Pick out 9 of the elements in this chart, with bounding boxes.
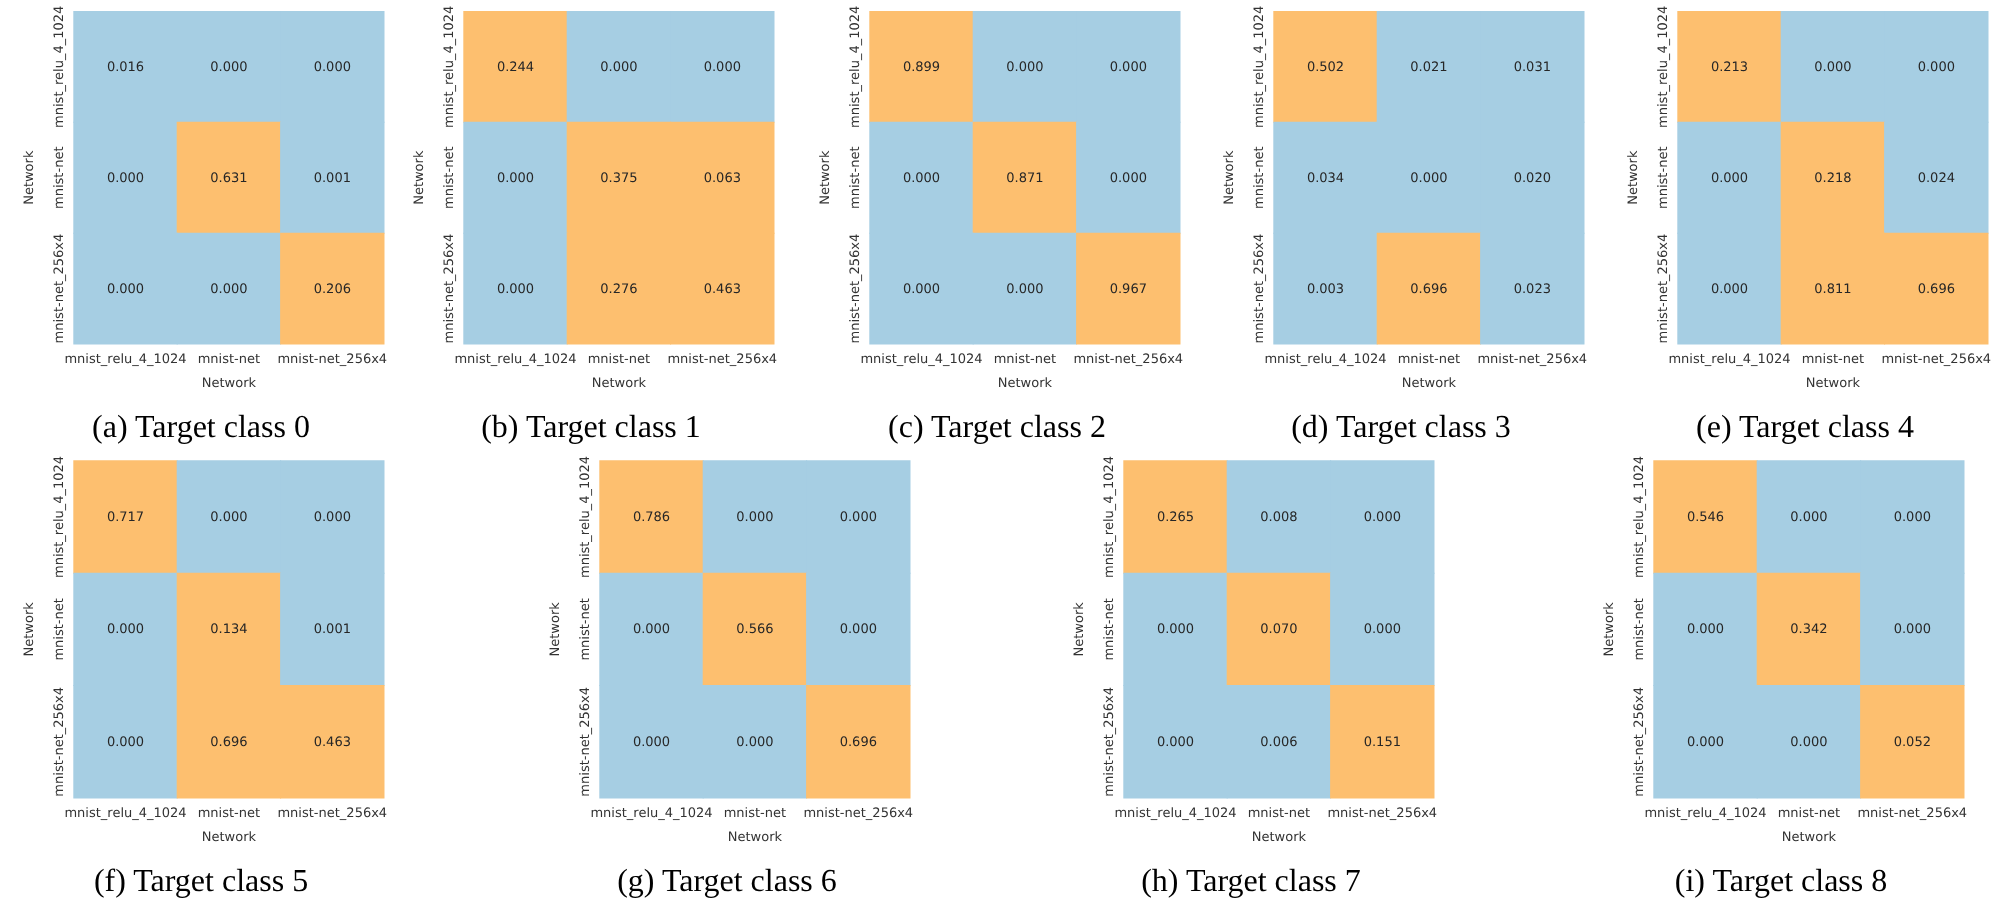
text: (e) Target class 4 xyxy=(1696,411,1914,445)
text: (i) Target class 8 xyxy=(1674,865,1888,899)
text: (g) Target class 6 xyxy=(617,865,837,899)
text: (b) Target class 1 xyxy=(481,411,701,445)
text: (f) Target class 5 xyxy=(93,865,309,899)
text: (d) Target class 3 xyxy=(1291,411,1511,445)
text: (a) Target class 0 xyxy=(92,411,310,445)
text: (h) Target class 7 xyxy=(1141,865,1361,899)
text: (c) Target class 2 xyxy=(888,411,1106,445)
